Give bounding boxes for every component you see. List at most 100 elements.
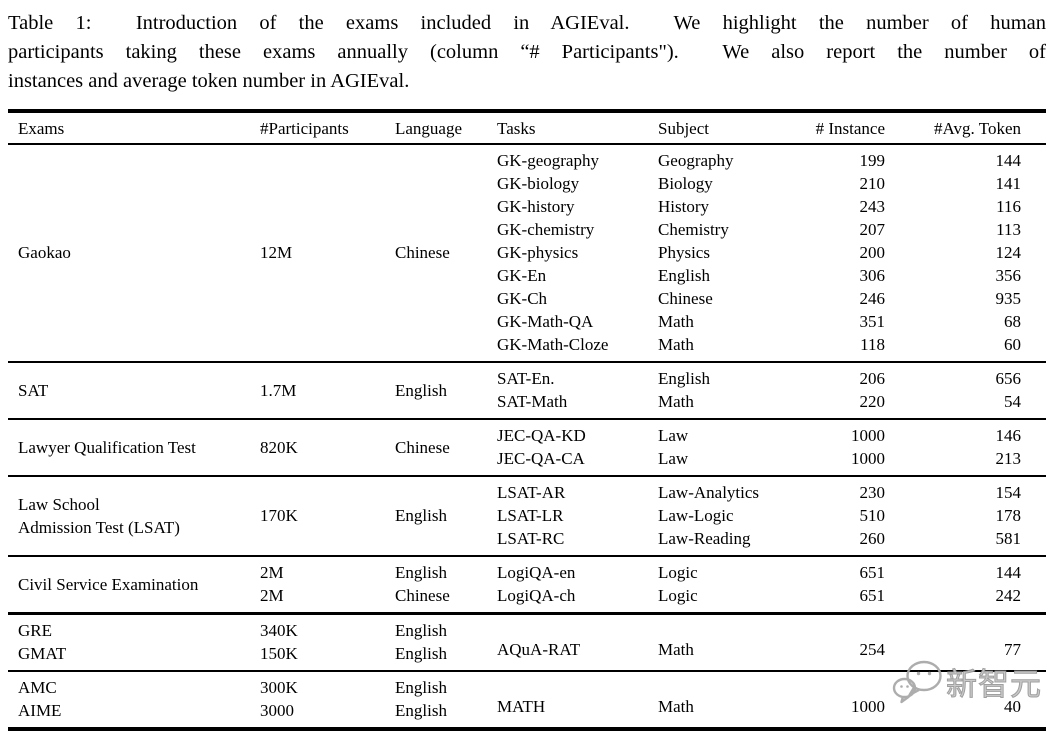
exam-section: Civil Service Examination 2M 2M English Chin… xyxy=(8,557,1046,615)
header-tasks: Tasks xyxy=(497,119,536,138)
participants-value: 340K xyxy=(260,621,298,640)
task-name: SAT-En. xyxy=(497,369,555,388)
avg-token-count: 935 xyxy=(995,289,1022,308)
avg-token-count: 144 xyxy=(995,563,1022,582)
header-avg-token: #Avg. Token xyxy=(934,119,1021,138)
language-value: English xyxy=(395,701,447,720)
participants-value: 150K xyxy=(260,644,298,663)
instance-count: 206 xyxy=(859,369,886,388)
exam-name: GRE xyxy=(18,621,52,640)
participants-value: 2M xyxy=(260,563,284,582)
participants-value: 170K xyxy=(260,506,298,525)
exam-section: AMC AIME 300K 3000 English English MATH Math 100… xyxy=(8,672,1046,727)
subject-name: Law-Reading xyxy=(658,529,751,548)
subject-name: Math xyxy=(658,312,694,331)
subject-name: English xyxy=(658,369,710,388)
avg-token-count: 178 xyxy=(995,506,1022,525)
instance-count: 199 xyxy=(859,151,886,170)
task-name: GK-chemistry xyxy=(497,220,595,239)
task-name: AQuA-RAT xyxy=(497,640,581,659)
avg-token-count: 144 xyxy=(995,151,1022,170)
subject-name: Math xyxy=(658,697,694,716)
header-instance: # Instance xyxy=(815,119,885,138)
subject-name: Math xyxy=(658,640,694,659)
instance-count: 246 xyxy=(859,289,886,308)
instance-count: 1000 xyxy=(851,449,885,468)
exam-section: Law School Admission Test (LSAT) 170K Engli… xyxy=(8,477,1046,557)
task-name: GK-geography xyxy=(497,151,599,170)
exam-name: GMAT xyxy=(18,644,67,663)
subject-name: Math xyxy=(658,335,694,354)
subject-name: Logic xyxy=(658,586,698,605)
task-name: MATH xyxy=(497,697,546,716)
exam-table-body: Gaokao 12M Chinese GK-geography GK-biology GK… xyxy=(8,145,1046,727)
instance-count: 260 xyxy=(859,529,886,548)
avg-token-count: 656 xyxy=(995,369,1022,388)
header-subject: Subject xyxy=(658,119,709,138)
task-name: JEC-QA-KD xyxy=(497,426,586,445)
exam-name: AMC xyxy=(18,678,57,697)
language-value: English xyxy=(395,380,447,400)
subject-name: Biology xyxy=(658,174,713,193)
subject-name: Logic xyxy=(658,563,698,582)
task-name: GK-Ch xyxy=(497,289,548,308)
instance-count: 351 xyxy=(859,312,886,331)
subject-name: Chemistry xyxy=(658,220,729,239)
subject-name: Law-Logic xyxy=(658,506,734,525)
participants-value: 12M xyxy=(260,243,293,262)
header-participants: #Participants xyxy=(260,119,349,138)
table-header-row: Exams #Participants Language Tasks Subje… xyxy=(8,113,1046,145)
exam-name: Law School xyxy=(18,494,100,514)
exam-section: GRE GMAT 340K 150K English English AQuA-RAT Mat… xyxy=(8,615,1046,672)
task-name: LogiQA-en xyxy=(497,563,576,582)
task-name: LogiQA-ch xyxy=(497,586,576,605)
task-name: JEC-QA-CA xyxy=(497,449,585,468)
language-value: Chinese xyxy=(395,586,450,605)
subject-name: Law xyxy=(658,426,689,445)
exam-section: Lawyer Qualification Test 820K Chinese JEC-… xyxy=(8,420,1046,477)
instance-count: 220 xyxy=(859,392,886,411)
avg-token-count: 213 xyxy=(995,449,1022,468)
participants-value: 300K xyxy=(260,678,298,697)
exam-name: Lawyer Qualification Test xyxy=(18,437,196,457)
subject-name: Chinese xyxy=(658,289,713,308)
participants-value: 3000 xyxy=(260,701,294,720)
avg-token-count: 60 xyxy=(1004,335,1021,354)
language-value: English xyxy=(395,644,447,663)
task-name: LSAT-AR xyxy=(497,483,566,502)
avg-token-count: 124 xyxy=(995,243,1022,262)
exam-name: SAT xyxy=(18,380,49,400)
language-value: English xyxy=(395,678,447,697)
avg-token-count: 356 xyxy=(995,266,1022,285)
language-value: Chinese xyxy=(395,243,450,262)
avg-token-count: 154 xyxy=(995,483,1022,502)
avg-token-count: 146 xyxy=(995,426,1022,445)
subject-name: Math xyxy=(658,392,694,411)
avg-token-count: 54 xyxy=(1004,392,1021,411)
language-value: English xyxy=(395,506,447,525)
instance-count: 306 xyxy=(859,266,886,285)
exam-name: Gaokao xyxy=(18,243,71,262)
exam-name: Admission Test (LSAT) xyxy=(18,517,180,537)
task-name: GK-Math-Cloze xyxy=(497,335,609,354)
task-name: LSAT-RC xyxy=(497,529,565,548)
subject-name: English xyxy=(658,266,710,285)
language-value: English xyxy=(395,563,447,582)
avg-token-count: 141 xyxy=(995,174,1022,193)
instance-count: 1000 xyxy=(851,697,885,716)
language-value: English xyxy=(395,621,447,640)
task-name: LSAT-LR xyxy=(497,506,564,525)
avg-token-count: 40 xyxy=(1004,697,1021,716)
instance-count: 651 xyxy=(859,563,886,582)
instance-count: 254 xyxy=(859,640,886,659)
language-value: Chinese xyxy=(395,437,450,457)
exam-name: Civil Service Examination xyxy=(18,574,199,594)
caption-line-3: instances and average token number in AG… xyxy=(8,70,410,92)
exam-table: Exams #Participants Language Tasks Subje… xyxy=(8,109,1046,731)
avg-token-count: 116 xyxy=(996,197,1021,216)
instance-count: 210 xyxy=(859,174,886,193)
avg-token-count: 113 xyxy=(996,220,1021,239)
table-caption: Table 1: Introduction of the exams inclu… xyxy=(8,9,1046,96)
avg-token-count: 242 xyxy=(995,586,1022,605)
instance-count: 230 xyxy=(859,483,886,502)
